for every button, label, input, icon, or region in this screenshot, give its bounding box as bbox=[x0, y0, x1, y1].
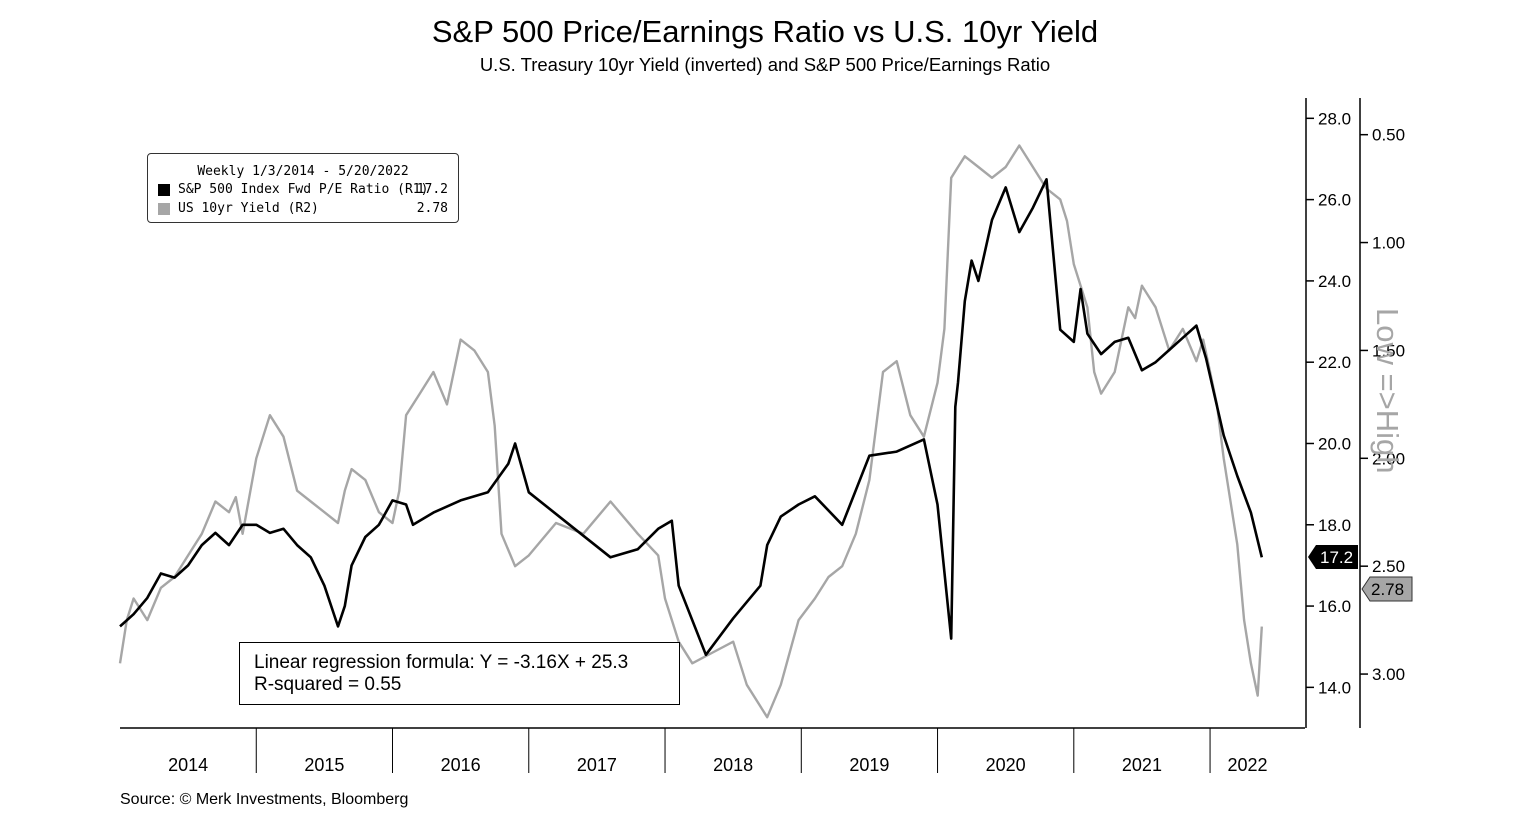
x-tick-label: 2022 bbox=[1228, 755, 1268, 775]
legend: Weekly 1/3/2014 - 5/20/2022 S&P 500 Inde… bbox=[147, 153, 459, 223]
pe-ratio-line bbox=[119, 178, 1264, 657]
r2-tick-label: 3.00 bbox=[1372, 665, 1405, 684]
r1-tick-label: 26.0 bbox=[1318, 191, 1351, 210]
legend-swatch-pe bbox=[158, 184, 170, 196]
r1-last-value-marker bbox=[1308, 545, 1358, 569]
x-tick-label: 2017 bbox=[577, 755, 617, 775]
x-tick-label: 2014 bbox=[168, 755, 208, 775]
regression-r-squared: R-squared = 0.55 bbox=[254, 674, 402, 695]
r1-tick-label: 24.0 bbox=[1318, 272, 1351, 291]
legend-label-pe: S&P 500 Index Fwd P/E Ratio (R1) bbox=[178, 182, 429, 197]
r2-tick-label: 0.50 bbox=[1372, 126, 1405, 145]
inverted-axis-label: Low =>High bbox=[1370, 308, 1405, 473]
chart-title: S&P 500 Price/Earnings Ratio vs U.S. 10y… bbox=[431, 14, 1099, 49]
r2-tick-label: 2.50 bbox=[1372, 557, 1405, 576]
r2-tick-label: 1.00 bbox=[1372, 234, 1405, 253]
legend-label-yield: US 10yr Yield (R2) bbox=[178, 201, 319, 216]
r2-last-value-label: 2.78 bbox=[1371, 580, 1404, 599]
source-note: Source: © Merk Investments, Bloomberg bbox=[120, 791, 409, 808]
x-tick-label: 2021 bbox=[1122, 755, 1162, 775]
legend-header: Weekly 1/3/2014 - 5/20/2022 bbox=[197, 164, 409, 179]
series-layer bbox=[118, 144, 1264, 719]
r2-last-value-marker bbox=[1361, 576, 1413, 602]
x-tick-label: 2015 bbox=[304, 755, 344, 775]
regression-formula: Linear regression formula: Y = -3.16X + … bbox=[254, 652, 629, 673]
r1-tick-label: 14.0 bbox=[1318, 678, 1351, 697]
legend-value-pe: 17.2 bbox=[416, 182, 448, 197]
x-tick-label: 2018 bbox=[713, 755, 753, 775]
r1-tick-label: 18.0 bbox=[1318, 516, 1351, 535]
r2-tick-label: 1.50 bbox=[1372, 341, 1405, 360]
legend-value-yield: 2.78 bbox=[416, 201, 448, 216]
legend-swatch-yield bbox=[158, 203, 170, 215]
x-tick-label: 2016 bbox=[441, 755, 481, 775]
r1-last-value-label: 17.2 bbox=[1320, 548, 1353, 567]
chart-subtitle: U.S. Treasury 10yr Yield (inverted) and … bbox=[479, 54, 1051, 75]
regression-annotation: Linear regression formula: Y = -3.16X + … bbox=[239, 642, 680, 705]
yield-line bbox=[118, 144, 1263, 719]
x-tick-label: 2020 bbox=[986, 755, 1026, 775]
r1-tick-label: 28.0 bbox=[1318, 109, 1351, 128]
r2-axis: 0.50 1.00 1.50 2.00 2.50 3.00 bbox=[1360, 126, 1405, 684]
r1-axis: 14.0 16.0 18.0 20.0 22.0 24.0 26.0 28.0 bbox=[1306, 109, 1351, 697]
legend-entry-yield: US 10yr Yield (R2) 2.78 bbox=[158, 201, 448, 217]
r1-tick-label: 22.0 bbox=[1318, 353, 1351, 372]
r2-tick-label: 2.00 bbox=[1372, 449, 1405, 468]
r1-tick-label: 16.0 bbox=[1318, 597, 1351, 616]
x-tick-label: 2019 bbox=[849, 755, 889, 775]
legend-entry-pe: S&P 500 Index Fwd P/E Ratio (R1) 17.2 bbox=[158, 182, 448, 198]
r1-tick-label: 20.0 bbox=[1318, 434, 1351, 453]
last-value-markers: 17.2 2.78 bbox=[1308, 545, 1413, 602]
x-axis: 2014 2015 2016 2017 2018 2019 2020 2021 2022 bbox=[168, 728, 1268, 775]
